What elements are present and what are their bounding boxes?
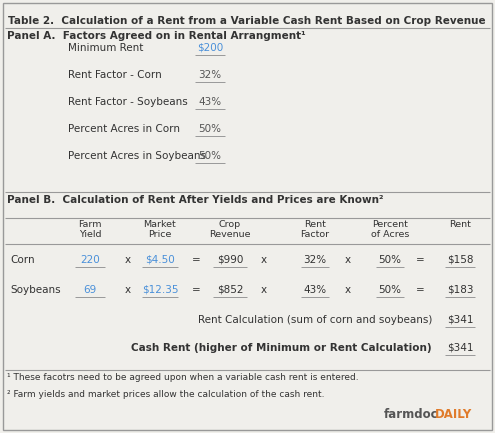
Text: =: = [416,285,424,295]
Text: Crop
Revenue: Crop Revenue [209,220,251,239]
Text: $990: $990 [217,255,243,265]
Text: DAILY: DAILY [435,408,472,421]
Text: Rent
Factor: Rent Factor [300,220,330,239]
Text: ² Farm yields and market prices allow the calculation of the cash rent.: ² Farm yields and market prices allow th… [7,390,325,399]
Text: Percent Acres in Corn: Percent Acres in Corn [68,124,180,134]
Text: =: = [416,255,424,265]
Text: 69: 69 [83,285,97,295]
Text: $158: $158 [447,255,473,265]
Text: =: = [192,255,200,265]
Text: x: x [125,285,131,295]
Text: Soybeans: Soybeans [10,285,60,295]
Text: x: x [261,285,267,295]
Text: $341: $341 [447,315,473,325]
Text: Rent Calculation (sum of corn and soybeans): Rent Calculation (sum of corn and soybea… [198,315,432,325]
Text: 50%: 50% [379,285,401,295]
Text: $200: $200 [197,43,223,53]
Text: Cash Rent (higher of Minimum or Rent Calculation): Cash Rent (higher of Minimum or Rent Cal… [131,343,432,353]
Text: x: x [345,285,351,295]
Text: Panel B.  Calculation of Rent After Yields and Prices are Known²: Panel B. Calculation of Rent After Yield… [7,195,384,205]
Text: 32%: 32% [303,255,327,265]
Text: x: x [345,255,351,265]
Text: Rent Factor - Corn: Rent Factor - Corn [68,70,162,80]
Text: ¹ These facotrs need to be agreed upon when a variable cash rent is entered.: ¹ These facotrs need to be agreed upon w… [7,373,358,382]
Text: $341: $341 [447,343,473,353]
Text: Percent Acres in Soybeans: Percent Acres in Soybeans [68,151,206,161]
Text: $852: $852 [217,285,243,295]
Text: 43%: 43% [198,97,222,107]
Text: $183: $183 [447,285,473,295]
Text: 50%: 50% [379,255,401,265]
Text: 220: 220 [80,255,100,265]
Text: x: x [261,255,267,265]
Text: Percent
of Acres: Percent of Acres [371,220,409,239]
Text: Farm
Yield: Farm Yield [78,220,102,239]
Text: Market
Price: Market Price [144,220,176,239]
Text: 50%: 50% [198,124,221,134]
Text: x: x [125,255,131,265]
Text: Minimum Rent: Minimum Rent [68,43,144,53]
Text: Rent: Rent [449,220,471,229]
Text: Table 2.  Calculation of a Rent from a Variable Cash Rent Based on Crop Revenue: Table 2. Calculation of a Rent from a Va… [8,16,486,26]
Text: =: = [192,285,200,295]
Text: 32%: 32% [198,70,222,80]
Text: 50%: 50% [198,151,221,161]
Text: $4.50: $4.50 [145,255,175,265]
Text: Corn: Corn [10,255,35,265]
Text: Panel A.  Factors Agreed on in Rental Arrangment¹: Panel A. Factors Agreed on in Rental Arr… [7,31,305,41]
Text: 43%: 43% [303,285,327,295]
Text: Rent Factor - Soybeans: Rent Factor - Soybeans [68,97,188,107]
Text: farmdoc: farmdoc [384,408,439,421]
Text: $12.35: $12.35 [142,285,178,295]
